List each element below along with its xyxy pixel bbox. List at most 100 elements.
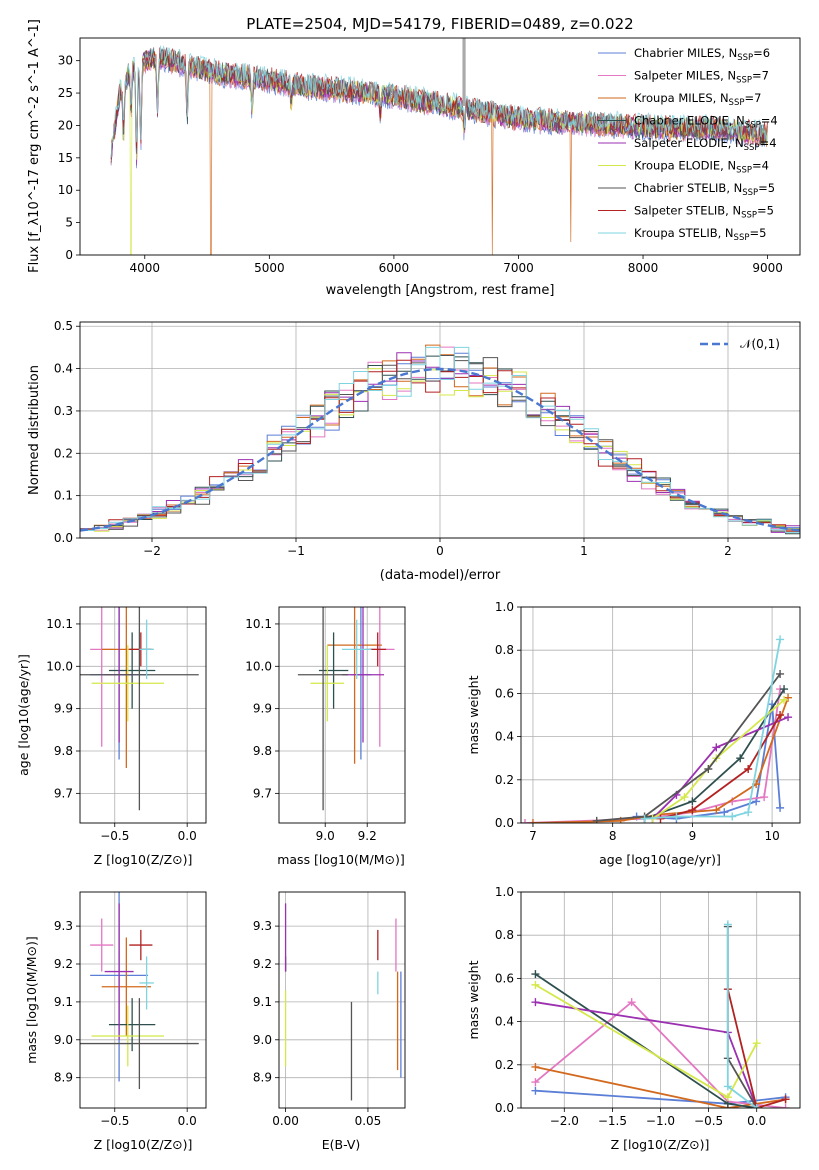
x-tick-label: −0.5 [100,829,129,843]
x-tick-label: 1 [580,544,588,558]
x-tick-label: −0.5 [100,1114,129,1128]
plus-marker [776,803,785,812]
axes-frame [520,891,801,1109]
axes-age_vs_mass: 9.0 9.2 9.7 9.8 9.9 10.0 10.1 mass [log10(M/M⊙)… [245,606,406,867]
x-axis-label: (data-model)/error [380,568,501,583]
axes-massweight_vs_age: 7 8 9 10 0.0 0.2 0.4 0.6 0.8 1.0 age [log10(age/yr… [466,600,801,867]
y-tick-label: 0.3 [54,404,73,418]
y-tick-label: 0.4 [495,730,514,744]
y-tick-label: 0.5 [54,319,73,333]
data-point [104,903,134,1040]
legend-label: Chabrier ELODIE, NSSP=4 [634,114,778,131]
weight-line [534,973,757,1108]
plus-marker [776,711,785,719]
weight-line [726,988,786,1108]
y-tick-label: 10.1 [245,617,272,631]
plus-marker [776,635,785,644]
plus-marker [704,765,713,773]
data-point [310,645,345,722]
plus-marker [531,1086,540,1095]
legend-label: Salpeter STELIB, NSSP=5 [634,204,774,221]
x-axis-label: E(B-V) [322,1137,361,1152]
legend-label: Chabrier MILES, NSSP=6 [634,46,770,63]
weight-line [535,1066,786,1108]
plus-marker [531,1078,540,1087]
axes-frame [79,606,207,824]
y-tick-label: 0.0 [54,531,73,545]
plus-marker [760,793,769,802]
axes-mass_vs_Z: −0.5 0.0 8.9 9.0 9.1 9.2 9.3 Z [log10(Z/Z⊙)] mas… [24,891,207,1152]
spectrum-line [110,47,768,160]
data-point [108,998,156,1052]
legend-label: Chabrier STELIB, NSSP=5 [634,181,775,198]
y-tick-label: 9.0 [253,1033,272,1047]
weight-line [644,688,785,820]
y-tick-label: 0.0 [495,816,514,830]
y-tick-label: 0.6 [495,686,514,700]
x-tick-label: 5000 [254,261,285,275]
plus-marker [720,808,729,817]
spectrum-line [110,52,768,255]
weight-line [596,673,781,822]
plus-marker [688,806,697,815]
y-tick-label: 9.9 [54,702,73,716]
data-point [297,607,349,811]
plus-marker [736,754,745,763]
x-tick-label: 6000 [379,261,410,275]
y-tick-label: 20 [58,118,73,132]
plot-area [80,607,199,811]
data-point [91,1005,164,1067]
y-tick-label: 9.7 [54,786,73,800]
legend-label: 𝒩(0,1) [740,337,780,351]
plus-marker [781,1104,790,1108]
plus-marker [627,998,636,1007]
x-tick-label: 8 [609,829,617,843]
y-tick-label: 9.7 [253,786,272,800]
plus-marker [744,765,753,773]
x-tick-label: 0.0 [178,1114,197,1128]
plus-marker [776,669,785,678]
axes-frame [79,37,801,256]
legend-label: Salpeter ELODIE, NSSP=4 [634,136,777,153]
plus-marker [752,1039,761,1048]
data-point [91,645,164,722]
y-tick-label: 9.2 [54,957,73,971]
x-tick-label: 9.2 [358,829,377,843]
y-axis-label: Normed distribution [27,365,42,495]
data-point [327,607,382,764]
plus-marker [728,812,737,821]
data-point [342,607,384,743]
x-tick-label: 0.0 [178,829,197,843]
y-tick-label: 0.4 [54,362,73,376]
data-point [342,619,372,679]
x-tick-label: 9 [689,829,697,843]
data-point [139,619,154,679]
y-tick-label: 10 [58,183,73,197]
y-tick-label: 5 [65,216,73,230]
plus-marker [712,806,721,815]
plus-marker [780,695,789,704]
x-axis-label: wavelength [Angstrom, rest frame] [326,283,555,298]
x-axis-label: Z [log10(Z/Z⊙)] [94,1137,193,1152]
plus-marker [672,812,681,821]
legend: 𝒩(0,1) [700,337,780,351]
plus-marker [780,685,789,694]
plus-marker [640,814,649,823]
legend-label: Salpeter MILES, NSSP=7 [634,69,769,86]
y-tick-label: 1.0 [495,600,514,614]
plot-area [80,344,800,535]
plus-marker [784,713,793,722]
y-tick-label: 9.3 [54,919,73,933]
y-tick-label: 0.2 [495,773,514,787]
plus-marker [521,819,529,823]
axes-residuals: −2 −1 0 1 2 0.0 0.1 0.2 0.3 0.4 0.5 (data-model)/er… [27,319,801,583]
legend-label: Kroupa MILES, NSSP=7 [634,91,761,108]
axes-frame [79,891,207,1109]
y-tick-label: 0 [65,248,73,262]
plot-area [284,903,402,1101]
weight-line [532,697,789,823]
plus-marker [723,1093,732,1102]
x-tick-label: 9.0 [316,829,335,843]
y-tick-label: 0.2 [54,446,73,460]
data-point [101,937,151,1036]
